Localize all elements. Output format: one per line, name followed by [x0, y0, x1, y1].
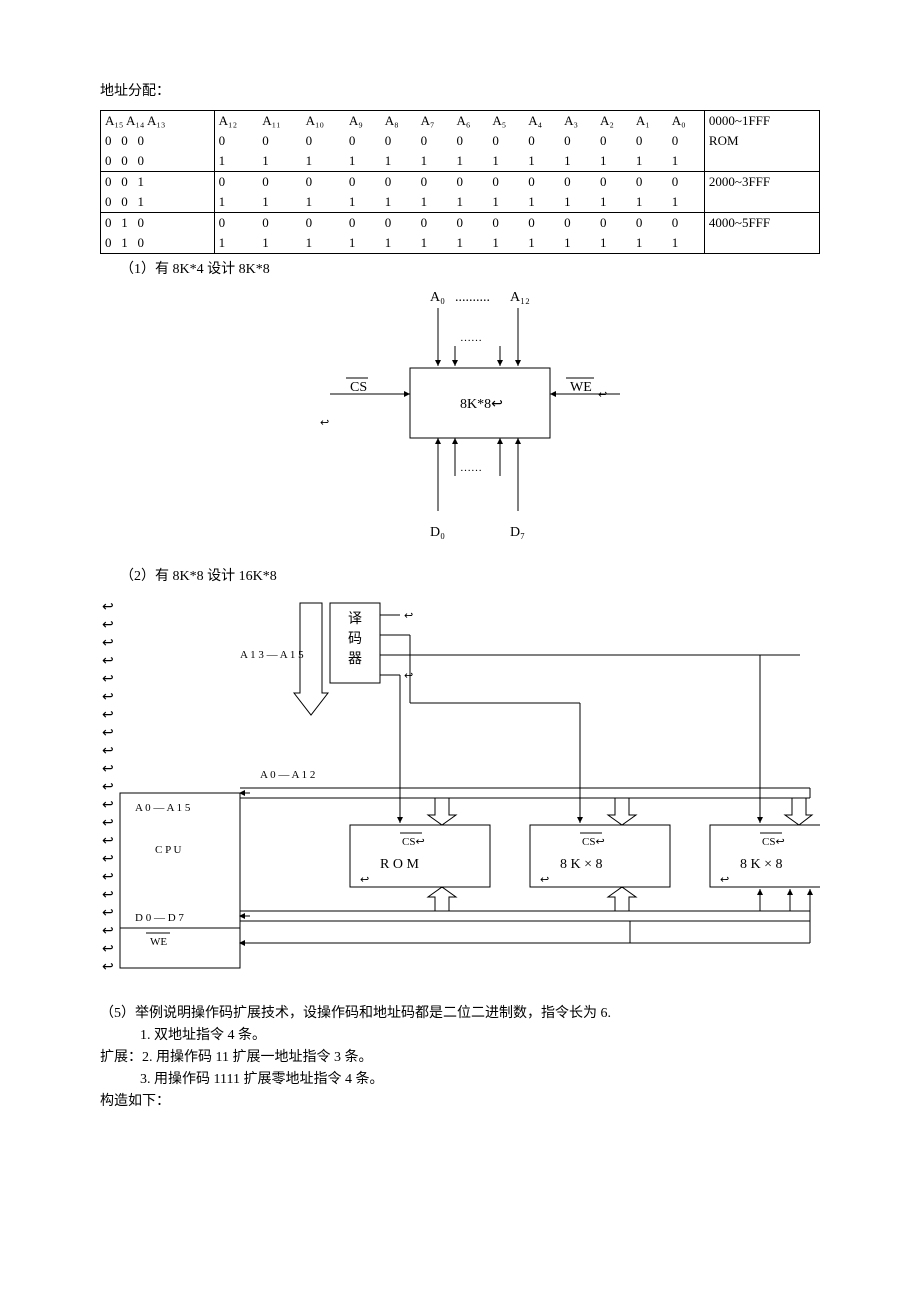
q5-line-3: 3. 用操作码 1111 扩展零地址指令 4 条。: [100, 1068, 820, 1088]
svg-text:↩: ↩: [102, 852, 114, 867]
svg-text:D 0 — D 7: D 0 — D 7: [135, 912, 184, 924]
cs-label: CS: [350, 380, 367, 395]
svg-text:↩: ↩: [102, 744, 114, 759]
q5-line-2: 扩展：2. 用操作码 11 扩展一地址指令 3 条。: [100, 1046, 820, 1066]
svg-text:↩: ↩: [720, 874, 729, 886]
d0-label: D₀: [430, 525, 445, 540]
svg-text:A 0 — A 1 2: A 0 — A 1 2: [260, 769, 315, 781]
d7-label: D₇: [510, 525, 525, 540]
svg-text:CS↩: CS↩: [582, 836, 605, 848]
svg-text:↩: ↩: [320, 417, 329, 429]
svg-text:↩: ↩: [102, 942, 114, 957]
svg-text:↩: ↩: [102, 888, 114, 903]
svg-text:CS↩: CS↩: [402, 836, 425, 848]
q5-line-1: 1. 双地址指令 4 条。: [100, 1024, 820, 1044]
svg-text:↩: ↩: [102, 798, 114, 813]
q5-tail: 构造如下：: [100, 1090, 820, 1110]
svg-text:WE: WE: [150, 936, 167, 948]
box-label: 8K*8↩: [460, 397, 503, 412]
svg-text:↩: ↩: [404, 670, 413, 682]
diagram-1-wrap: A₀ .......... A₁₂ …… 8K*8↩ CS ↩ WE ↩ …… …: [100, 286, 820, 561]
svg-text:↩: ↩: [102, 726, 114, 741]
a0-label: A₀: [430, 290, 445, 305]
svg-text:↩: ↩: [102, 708, 114, 723]
diagram-1: A₀ .......... A₁₂ …… 8K*8↩ CS ↩ WE ↩ …… …: [280, 286, 640, 556]
svg-text:8 K × 8: 8 K × 8: [740, 857, 783, 872]
address-alloc-title: 地址分配：: [100, 80, 820, 100]
svg-text:C P U: C P U: [155, 844, 182, 856]
address-table: A₁₅ A₁₄ A₁₃A₁₂A₁₁A₁₀A₉A₈A₇A₆A₅A₄A₃A₂A₁A₀…: [100, 110, 820, 254]
svg-text:R O M: R O M: [380, 857, 419, 872]
diagram-2-wrap: ↩ ↩ ↩ ↩ ↩ ↩ ↩ ↩ ↩ ↩ ↩ ↩ ↩ ↩ ↩ ↩ ↩ ↩ ↩ ↩ ↩ 译 码 器 ↩ ↩ A …: [100, 593, 820, 988]
svg-text:↩: ↩: [102, 654, 114, 669]
svg-text:A 1 3 — A 1 5: A 1 3 — A 1 5: [240, 649, 304, 661]
svg-text:↩: ↩: [404, 610, 413, 622]
svg-text:↩: ↩: [102, 618, 114, 633]
diagram-2: ↩ ↩ ↩ ↩ ↩ ↩ ↩ ↩ ↩ ↩ ↩ ↩ ↩ ↩ ↩ ↩ ↩ ↩ ↩ ↩ ↩ 译 码 器 ↩ ↩ A …: [100, 593, 820, 983]
svg-text:↩: ↩: [102, 780, 114, 795]
caption-1: （1）有 8K*4 设计 8K*8: [120, 258, 820, 278]
we-label: WE: [570, 380, 592, 395]
svg-text:↩: ↩: [102, 834, 114, 849]
bot-inner-dots: ……: [460, 462, 482, 474]
svg-text:↩: ↩: [102, 762, 114, 777]
svg-text:↩: ↩: [102, 690, 114, 705]
svg-text:译: 译: [348, 611, 362, 627]
caption-2: （2）有 8K*8 设计 16K*8: [120, 565, 820, 585]
q5-lead: （5）举例说明操作码扩展技术，设操作码和地址码都是二位二进制数，指令长为 6.: [100, 1002, 820, 1022]
svg-text:↩: ↩: [102, 816, 114, 831]
svg-text:↩: ↩: [102, 906, 114, 921]
svg-text:↩: ↩: [102, 672, 114, 687]
svg-text:↩: ↩: [360, 874, 369, 886]
top-inner-dots: ……: [460, 332, 482, 344]
a12-label: A₁₂: [510, 290, 530, 305]
a-dots: ..........: [455, 290, 490, 305]
svg-text:↩: ↩: [102, 960, 114, 975]
svg-text:↩: ↩: [102, 924, 114, 939]
svg-text:8 K × 8: 8 K × 8: [560, 857, 603, 872]
svg-text:↩: ↩: [540, 874, 549, 886]
svg-text:↩: ↩: [102, 870, 114, 885]
svg-text:码: 码: [348, 631, 362, 647]
svg-text:↩: ↩: [102, 600, 114, 615]
svg-text:CS↩: CS↩: [762, 836, 785, 848]
svg-text:器: 器: [348, 652, 362, 667]
svg-text:↩: ↩: [102, 636, 114, 651]
svg-text:↩: ↩: [598, 389, 607, 401]
svg-text:A 0 — A 1 5: A 0 — A 1 5: [135, 802, 191, 814]
